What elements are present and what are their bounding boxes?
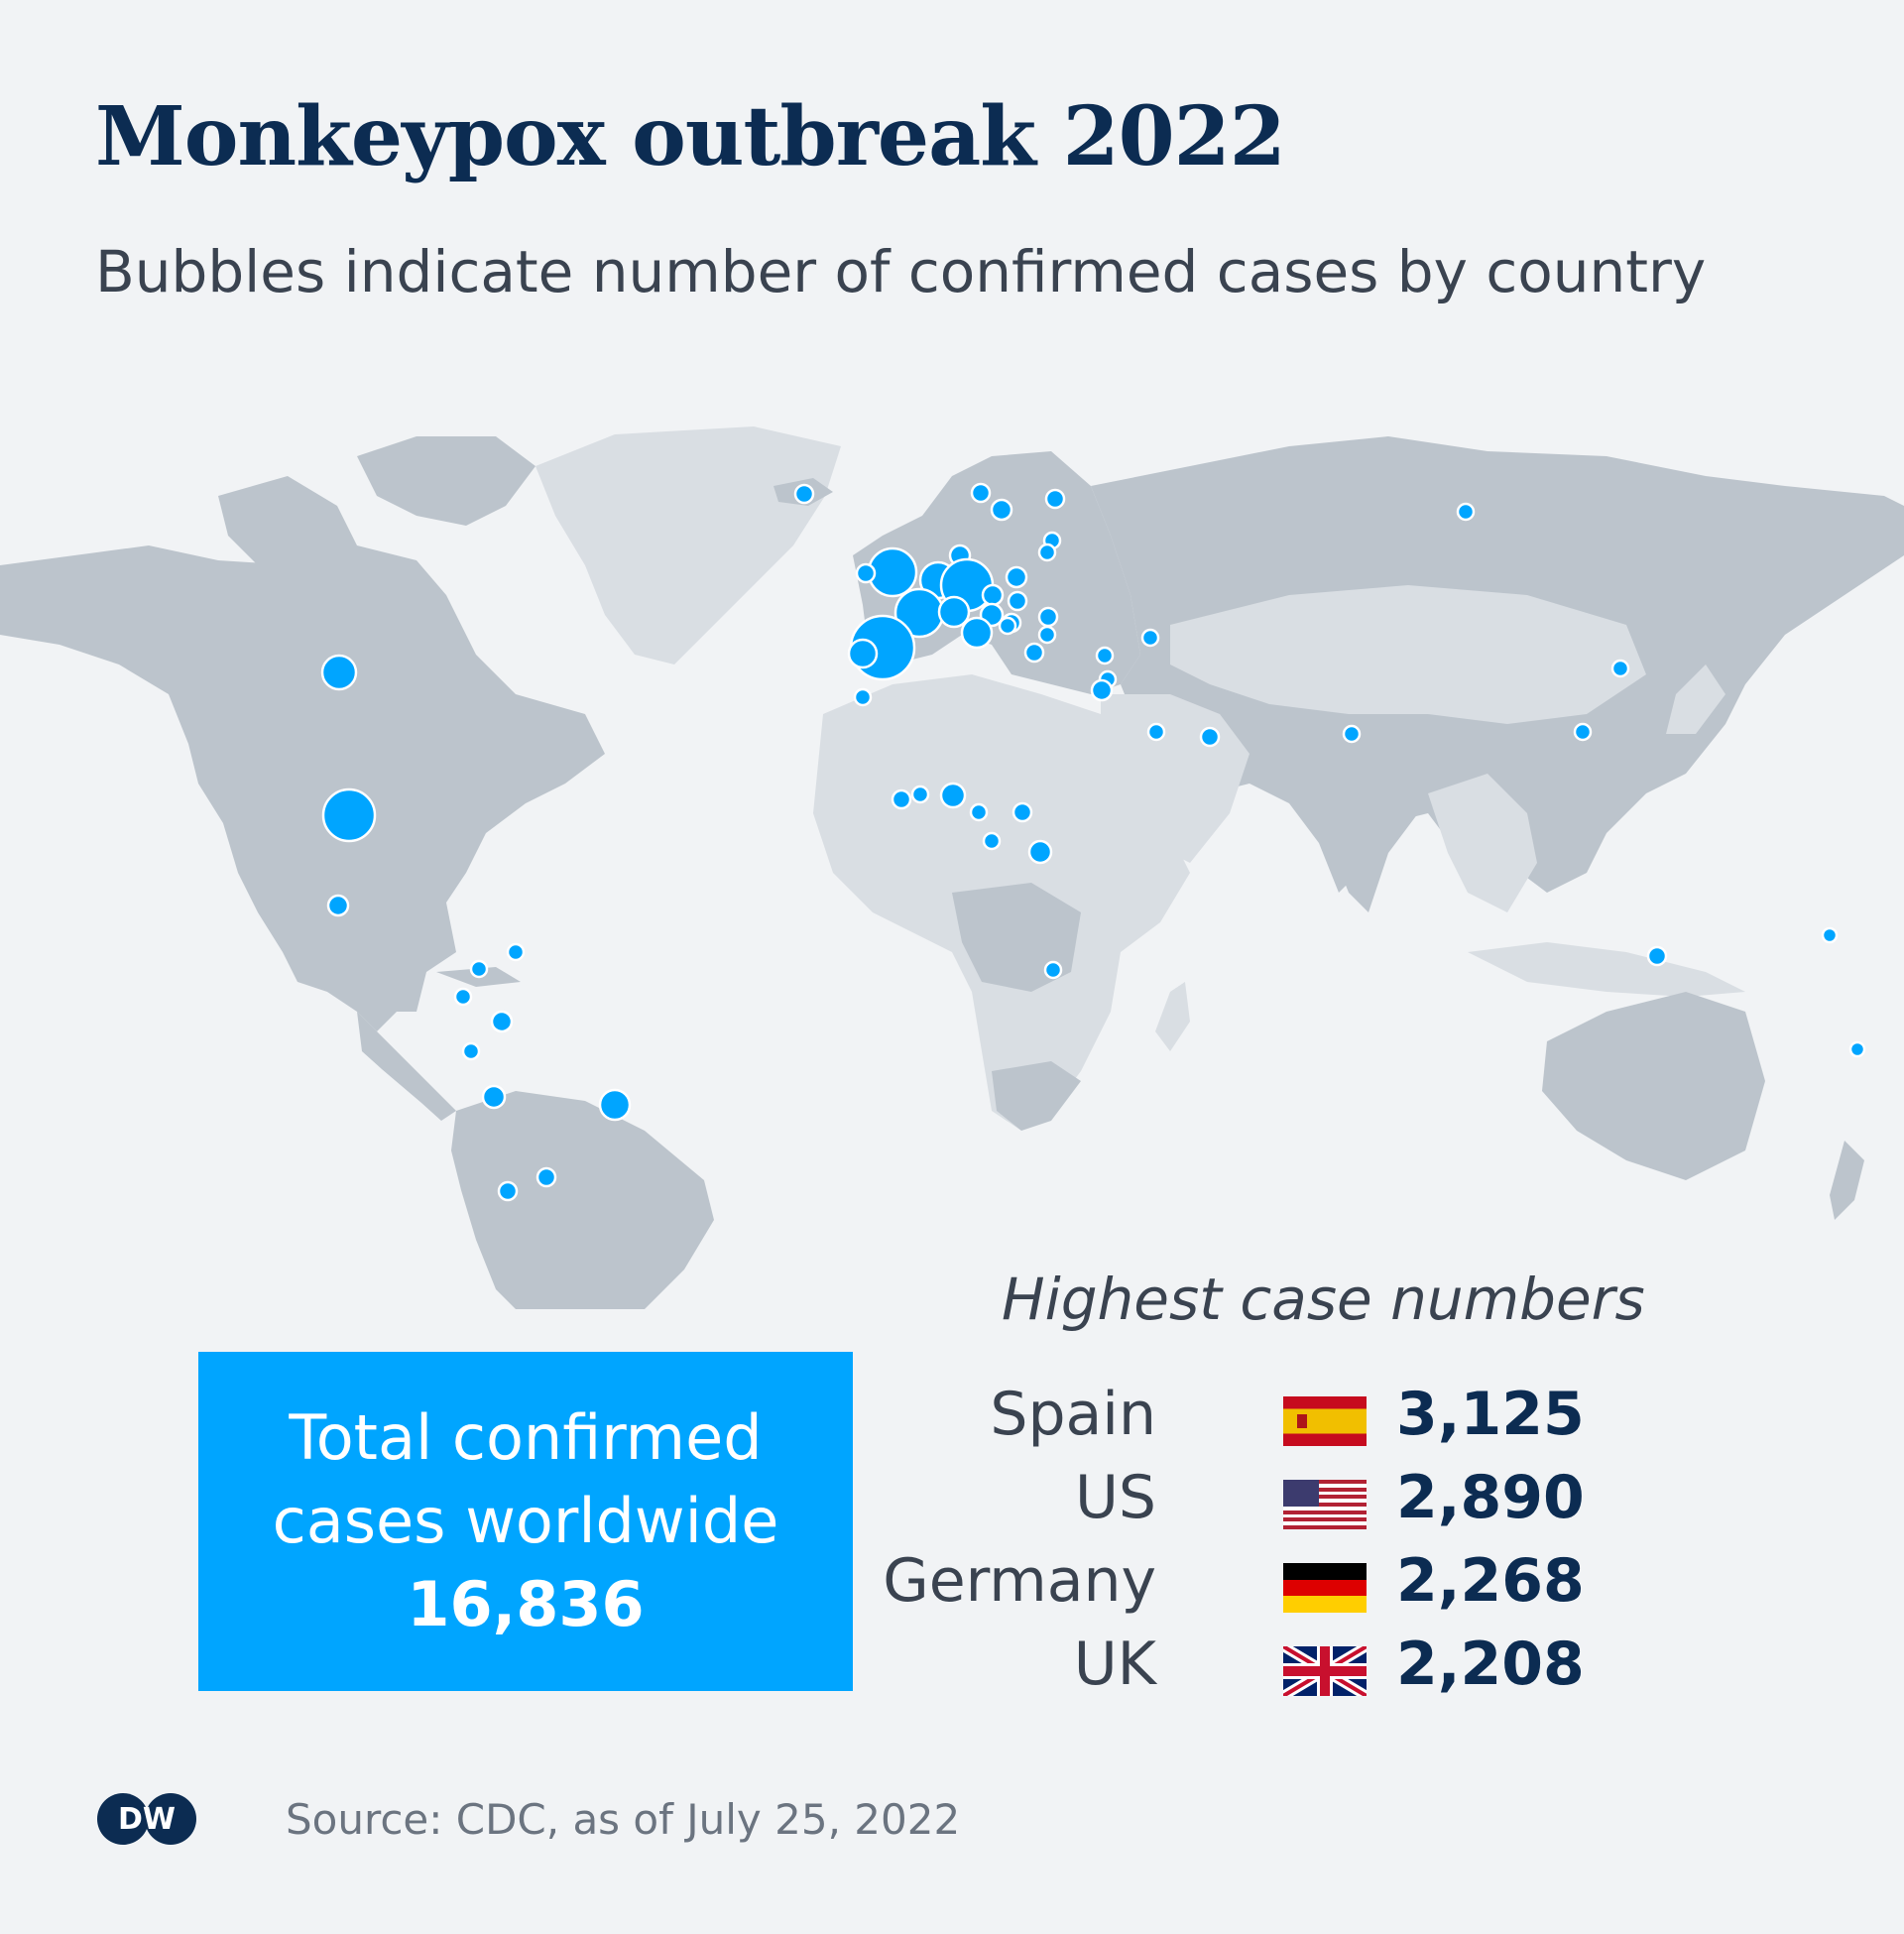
case-bubble [490, 1010, 514, 1033]
highest-cases-title: Highest case numbers [1002, 1266, 1645, 1333]
case-bubble [321, 787, 377, 843]
spain-flag-icon [1283, 1396, 1367, 1446]
dw-logo: DW [97, 1793, 196, 1845]
southeast-asia-shape [1428, 774, 1537, 912]
japan-shape [1666, 665, 1726, 734]
case-bubble [847, 638, 879, 669]
central-america-shape [357, 1012, 456, 1121]
north-america-shape [0, 545, 605, 1031]
total-label-line-1: Total confirmed [289, 1401, 763, 1474]
case-bubble [1573, 722, 1593, 742]
case-bubble [1012, 801, 1033, 823]
case-bubble [1043, 960, 1063, 980]
case-bubble [1821, 926, 1839, 944]
case-bubble [960, 616, 994, 650]
case-bubble [1140, 628, 1160, 648]
case-bubble [910, 785, 930, 804]
case-bubble [1090, 678, 1114, 702]
source-note: Source: CDC, as of July 25, 2022 [286, 1795, 961, 1844]
case-bubble [320, 654, 358, 691]
ranking-row-uk: UK 2,208 [892, 1625, 1626, 1704]
case-bubble [598, 1088, 632, 1122]
chart-title: Monkeypox outbreak 2022 [95, 89, 1286, 184]
case-bubble [506, 942, 526, 962]
case-bubble [998, 616, 1017, 636]
case-bubble [981, 583, 1005, 607]
case-bubble [990, 498, 1013, 522]
case-bubble [326, 894, 350, 917]
case-bubble [793, 483, 815, 505]
south-america-shape [451, 1091, 714, 1309]
ranking-country: US [1074, 1463, 1156, 1532]
australia-shape [1542, 992, 1765, 1180]
case-bubble [497, 1180, 519, 1202]
dw-logo-text: DW [118, 1802, 176, 1837]
case-bubble [982, 831, 1002, 851]
ranking-row-spain: Spain 3,125 [892, 1375, 1626, 1454]
uk-flag-icon [1283, 1646, 1367, 1696]
ranking-cases: 3,125 [1396, 1380, 1585, 1449]
total-cases-box: Total confirmed cases worldwide 16,836 [198, 1352, 853, 1691]
case-bubble [939, 782, 967, 809]
case-bubble [969, 802, 989, 822]
ranking-cases: 2,890 [1396, 1463, 1585, 1532]
us-flag-icon [1283, 1480, 1367, 1529]
case-bubble [891, 788, 912, 810]
ranking-row-us: US 2,890 [892, 1458, 1626, 1537]
ranking-row-germany: Germany 2,268 [883, 1541, 1626, 1621]
ranking-country: Spain [990, 1380, 1156, 1449]
total-label-line-2: cases worldwide [272, 1485, 779, 1557]
arctic-islands-shape-2 [218, 476, 357, 575]
ranking-cases: 2,208 [1396, 1630, 1585, 1699]
land-masses [0, 426, 1904, 1309]
case-bubble [1023, 642, 1045, 664]
case-bubble [1005, 565, 1028, 589]
africa-south-shape [992, 1061, 1081, 1131]
indonesia-shape [1468, 942, 1745, 997]
case-bubble [461, 1041, 481, 1061]
ranking-country: UK [1073, 1630, 1156, 1699]
case-bubble [536, 1166, 557, 1188]
total-cases-value: 16,836 [407, 1568, 645, 1640]
case-bubble [1610, 659, 1630, 678]
india-shape [1309, 754, 1418, 912]
case-bubble [1037, 543, 1057, 562]
case-bubble [853, 687, 873, 707]
case-bubble [937, 595, 971, 629]
case-bubble [1646, 945, 1668, 967]
case-bubble [1199, 726, 1221, 748]
ranking-cases: 2,268 [1396, 1546, 1585, 1616]
arctic-islands-shape [357, 436, 536, 526]
case-bubble [1044, 488, 1066, 510]
chart-subtitle: Bubbles indicate number of confirmed cas… [95, 238, 1707, 305]
case-bubble [1037, 625, 1057, 645]
case-bubble [1037, 606, 1059, 628]
new-zealand-shape [1830, 1141, 1864, 1220]
ranking-country: Germany [883, 1546, 1156, 1616]
case-bubble [469, 959, 489, 979]
case-bubble [1848, 1040, 1866, 1058]
case-bubble [481, 1084, 507, 1110]
case-bubble [1027, 839, 1053, 865]
case-bubble [453, 987, 473, 1007]
case-bubble [970, 482, 992, 504]
madagascar-shape [1155, 982, 1190, 1051]
greenland-shape [536, 426, 841, 665]
central-asia-shape [1170, 585, 1646, 724]
case-bubble [855, 562, 877, 584]
case-bubble [1095, 646, 1115, 665]
case-bubbles [320, 482, 1866, 1202]
case-bubble [1146, 722, 1166, 742]
case-bubble [1007, 590, 1028, 612]
world-map [0, 426, 1904, 1309]
germany-flag-icon [1283, 1563, 1367, 1613]
case-bubble [1342, 724, 1362, 744]
case-bubble [1456, 502, 1476, 522]
